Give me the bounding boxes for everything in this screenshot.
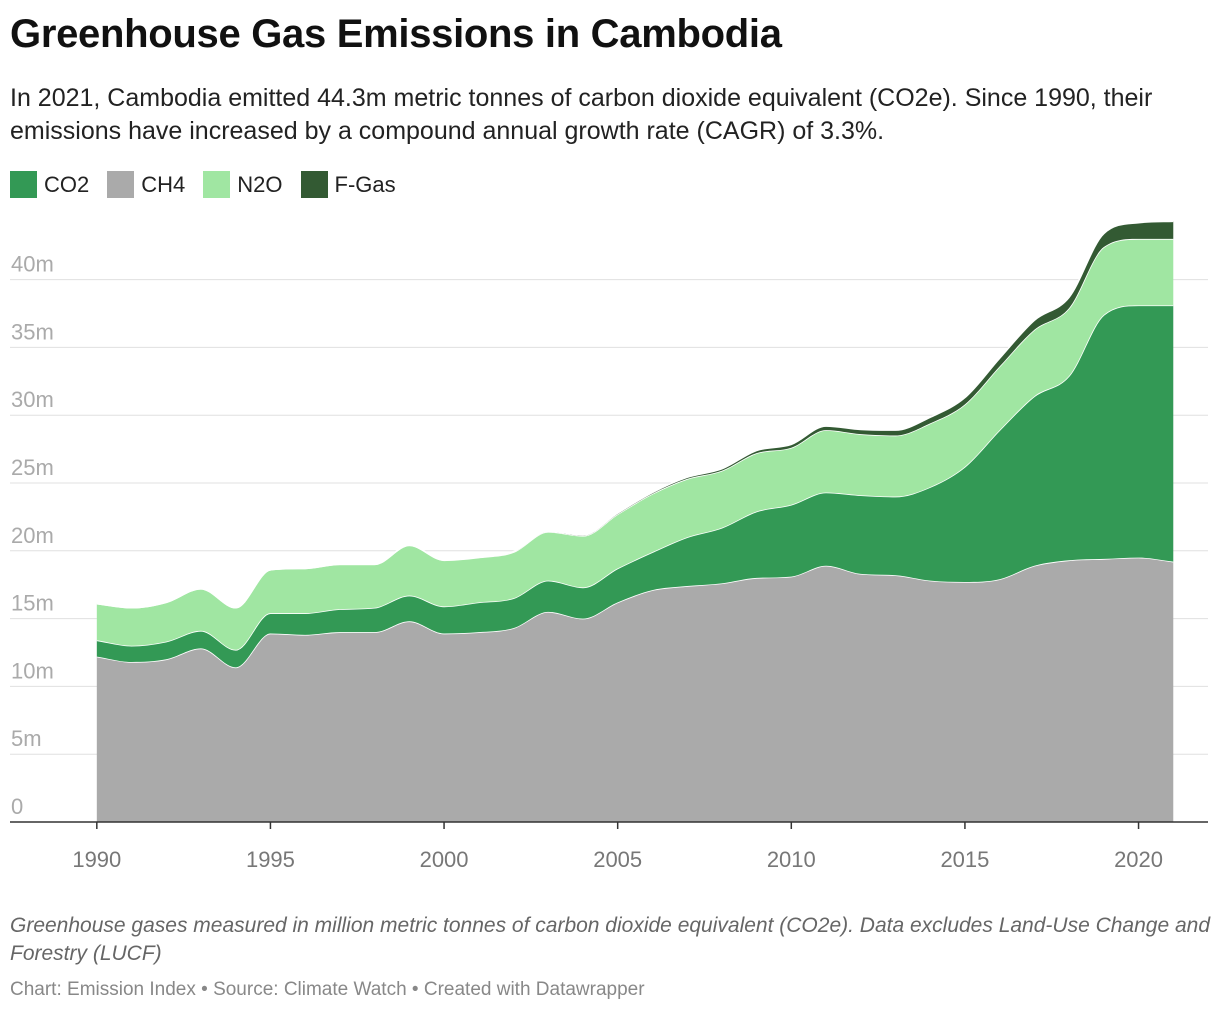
legend-swatch-n2o	[203, 171, 231, 198]
y-tick-label: 25m	[11, 455, 54, 480]
legend-label-fgas: F-Gas	[334, 171, 396, 197]
y-tick-label: 40m	[11, 252, 54, 277]
legend-label-n2o: N2O	[237, 171, 283, 197]
area-n2o	[96, 238, 1174, 650]
legend-swatch-ch4	[107, 171, 135, 198]
x-tick-label: 2000	[420, 847, 469, 872]
legend-item-ch4: CH4	[107, 171, 185, 198]
area-ch4	[96, 557, 1174, 822]
emissions-area-chart: 0 5m 10m 15m 20m 25m 30m 35m 40m 1990 1995 2000 2005…	[10, 220, 1208, 872]
chart-subtitle: In 2021, Cambodia emitted 44.3m metric t…	[10, 84, 1153, 145]
x-tick-label: 1995	[246, 847, 295, 872]
y-tick-label: 35m	[11, 319, 54, 344]
chart-notes: Greenhouse gases measured in million met…	[10, 914, 1211, 965]
chart-byline: Chart: Emission Index • Source: Climate …	[10, 979, 645, 1000]
legend-swatch-fgas	[300, 171, 328, 198]
area-edge	[96, 220, 1174, 609]
x-tick-label: 2020	[1114, 847, 1163, 872]
tick-layer: 0 5m 10m 15m 20m 25m 30m 35m 40m 1990 1995 2000 2005…	[10, 252, 1208, 872]
legend: CO2 CH4 N2O F-Gas	[10, 171, 414, 198]
legend-label-co2: CO2	[44, 171, 90, 197]
area-layer	[96, 220, 1174, 822]
chart-title: Greenhouse Gas Emissions in Cambodia	[10, 12, 782, 56]
x-tick-label: 2010	[767, 847, 816, 872]
y-tick-label: 20m	[11, 523, 54, 548]
legend-item-co2: CO2	[10, 171, 89, 198]
y-tick-label: 15m	[11, 591, 54, 616]
x-tick-label: 2005	[593, 847, 642, 872]
legend-item-n2o: N2O	[203, 171, 283, 198]
y-tick-label: 10m	[11, 658, 54, 683]
y-tick-label: 30m	[11, 387, 54, 412]
x-tick-label: 2015	[940, 847, 989, 872]
area-co2	[96, 305, 1174, 668]
legend-label-ch4: CH4	[141, 171, 186, 197]
legend-swatch-co2	[10, 171, 37, 198]
legend-item-fgas: F-Gas	[300, 171, 396, 198]
x-tick-label: 1990	[72, 847, 121, 872]
y-tick-label: 0	[11, 794, 23, 819]
y-tick-label: 5m	[11, 726, 42, 751]
